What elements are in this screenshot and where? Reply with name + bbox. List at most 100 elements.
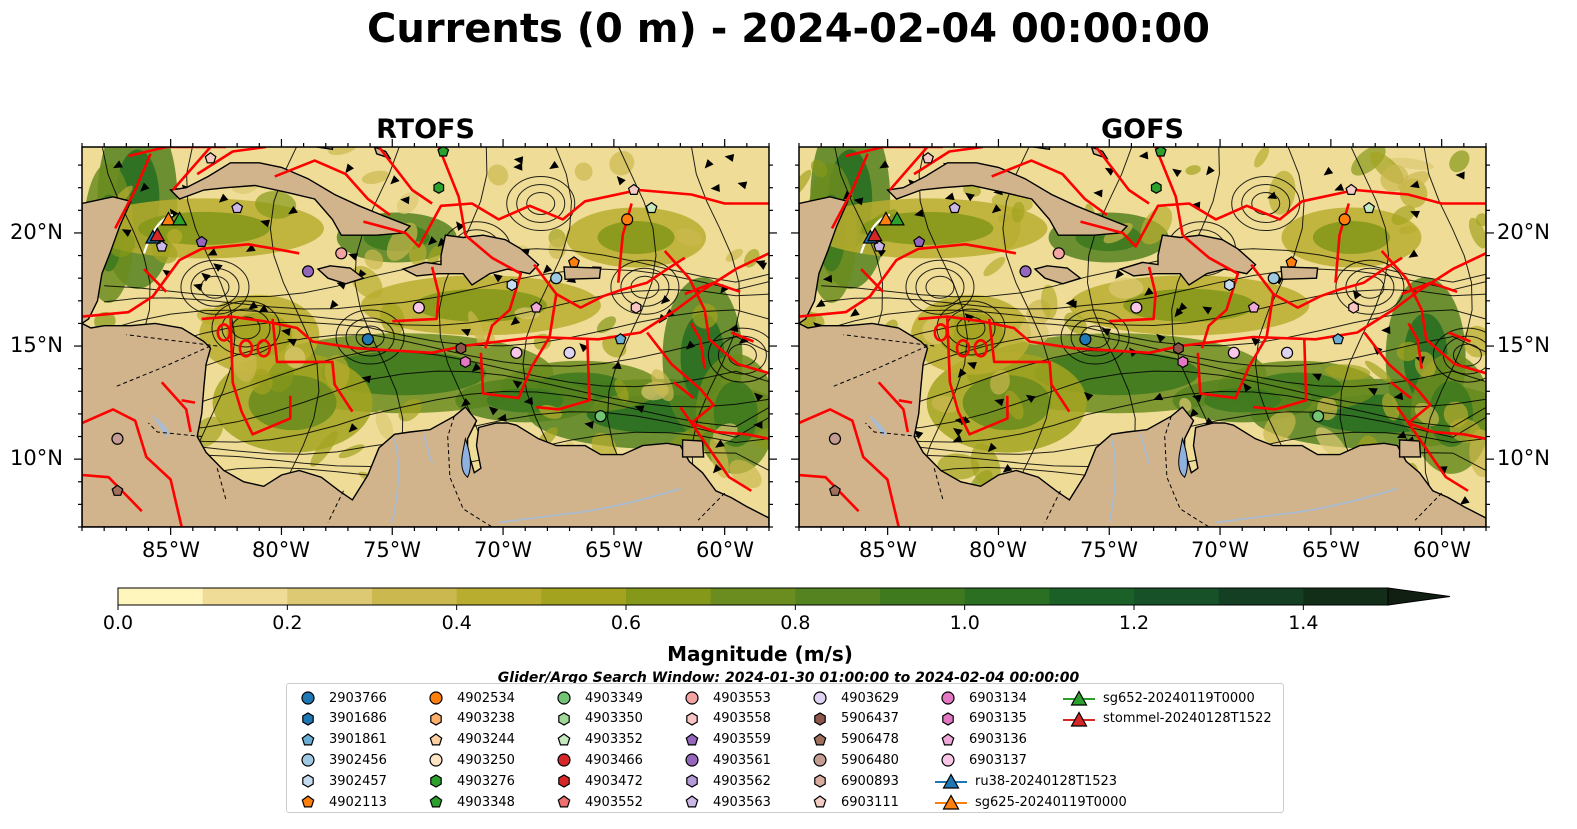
lon-tick-label: 75°W [363,538,421,562]
legend-label: 3901686 [329,711,387,727]
colorbar-tick-label: 1.0 [949,612,980,634]
map-marker-3901861 [614,333,627,345]
legend-label: 4903238 [457,711,515,727]
map-marker-5906480 [828,432,842,445]
map-marker-5906478 [828,484,841,496]
map-marker-4903563 [948,201,961,214]
legend-symbol [301,753,315,767]
legend-item: sg652-20240119T0000 [1061,688,1255,708]
legend-symbol [558,774,570,788]
map-marker-4903629 [563,346,576,359]
legend-item: 4903348 [421,792,515,812]
map-marker-3902456 [550,272,563,285]
legend-label: 6903134 [969,690,1027,706]
legend-label: 4903472 [585,773,643,789]
legend-triangle [942,773,960,789]
map-marker-4902113 [567,256,580,268]
legend-label: 2903766 [329,690,387,706]
legend-label: 4903552 [585,794,643,810]
map-marker-3902457 [506,278,518,292]
colorbar-tick-label: 0.8 [780,612,811,634]
map-marker-4903553 [335,247,348,260]
legend-symbol [814,712,826,726]
map-marker-2903766 [1079,333,1092,346]
legend-symbol [429,691,443,705]
legend-label: 4903561 [713,752,771,768]
legend-item: 4903559 [677,730,771,750]
legend-symbol [301,795,315,808]
map-marker-6903135 [460,355,471,369]
legend-symbol [941,732,955,746]
legend-item: 6903134 [933,688,1027,708]
map-marker-5906480 [111,432,124,445]
legend-marker-icon [935,773,967,789]
legend-marker-icon [429,795,443,808]
legend-symbol [301,691,315,705]
colorbar-segment [118,588,204,605]
legend-label: 4903244 [457,732,515,748]
map-marker-stommel-20240128T1522 [866,227,883,242]
legend-item: 4903238 [421,709,515,729]
map-marker-6903135 [1177,355,1189,369]
legend-marker-icon [813,732,827,746]
legend-item: 4903563 [677,792,771,812]
legend-marker-icon [941,691,955,705]
map-marker-3902456 [1267,272,1280,285]
lon-tick-label: 75°W [1080,538,1138,562]
legend-item: ru38-20240128T1523 [933,771,1117,791]
eez-boundaries [82,147,769,527]
legend-marker-icon [685,691,699,705]
legend-item: 4902113 [293,792,387,812]
lon-tick-label: 70°W [474,538,532,562]
legend-label: 4903276 [457,773,515,789]
legend-symbol [813,732,827,746]
legend-label: 4903466 [585,752,643,768]
legend-symbol [429,732,443,746]
legend-symbol [430,712,442,726]
legend-symbol [813,753,827,767]
map-marker-6903111 [922,152,935,164]
lat-tick-label: 10°N [10,446,63,470]
legend-marker-icon [302,774,314,788]
legend-item: 6903136 [933,730,1027,750]
legend-item: 4903276 [421,771,515,791]
colorbar-segment [202,588,288,605]
legend-marker-icon [301,691,315,705]
map-marker-4903352 [645,201,658,214]
legend-item: 5906478 [805,730,899,750]
legend-item: 3902457 [293,771,387,791]
legend-symbol [301,732,315,746]
legend-label: 4903559 [713,732,771,748]
map-marker-5906478 [111,484,124,496]
legend-label: 3902456 [329,752,387,768]
legend-label: 5906437 [841,711,899,727]
legend-item: 3901861 [293,730,387,750]
legend-marker-icon [941,753,955,767]
map-marker-5906437 [455,342,467,355]
legend-item: 3902456 [293,750,387,770]
legend-marker-icon [686,774,698,788]
map-marker-4903558 [630,301,642,314]
legend-marker-icon [941,732,955,746]
legend-symbol [685,753,699,767]
map-marker-6903137 [1227,346,1240,359]
map-marker-4902534 [621,213,634,226]
map-marker-6903137 [1130,301,1143,314]
colorbar-segment [287,588,373,605]
legend-item: 6900893 [805,771,899,791]
legend-symbol [557,795,571,808]
lon-tick-label: 80°W [252,538,310,562]
legend-symbol [302,774,314,788]
lon-tick-label: 65°W [585,538,643,562]
legend-symbol [685,691,699,705]
legend-label: 3902457 [329,773,387,789]
map-marker-4903553 [1052,247,1065,260]
lon-tick-label: 85°W [859,538,917,562]
colorbar-extend-arrow [1387,587,1451,606]
colorbar-segment [1218,588,1304,605]
legend-marker-icon [301,795,315,808]
legend-marker-icon [430,712,442,726]
legend-label: sg625-20240119T0000 [975,794,1127,810]
legend-label: 4903348 [457,794,515,810]
colorbar-segment [456,588,542,605]
